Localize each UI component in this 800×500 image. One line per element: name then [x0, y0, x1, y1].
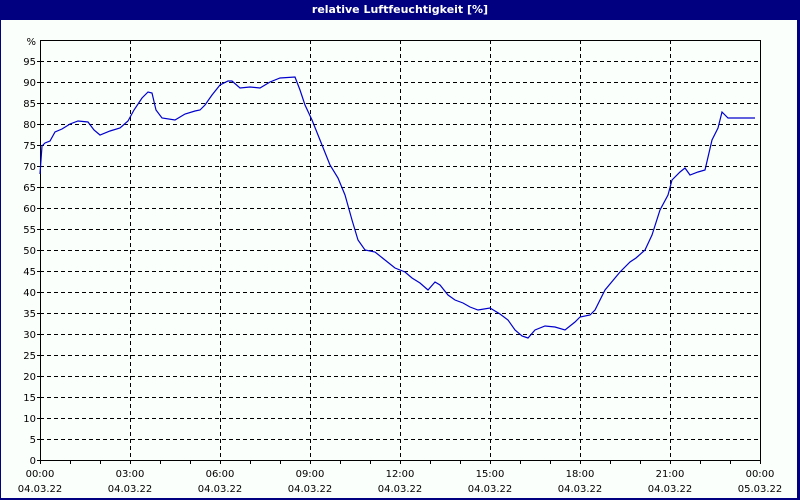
y-tick-label: 0	[30, 456, 36, 467]
y-axis: 0 5 10 15 20 25 30 35 40 45 50 55 60 65 70 75 80 85 90 95%	[23, 37, 40, 467]
y-tick-label: 15	[23, 393, 36, 404]
chart-title-bar: relative Luftfeuchtigkeit [%]	[0, 0, 800, 20]
x-tick-date: 04.03.22	[648, 484, 693, 495]
y-tick-label: 10	[23, 414, 36, 425]
x-tick-time: 15:00	[476, 469, 505, 480]
y-tick-label: 30	[23, 330, 36, 341]
y-tick-label: 65	[23, 183, 36, 194]
y-tick-label: %	[26, 37, 36, 48]
y-tick-label: 95	[23, 57, 36, 68]
x-tick-time: 03:00	[116, 469, 145, 480]
y-tick-label: 85	[23, 99, 36, 110]
x-tick-date: 04.03.22	[198, 484, 243, 495]
x-tick-date: 05.03.22	[738, 484, 783, 495]
y-tick-label: 45	[23, 267, 36, 278]
y-tick-label: 20	[23, 372, 36, 383]
y-tick-label: 75	[23, 141, 36, 152]
y-tick-label: 55	[23, 225, 36, 236]
x-tick-time: 00:00	[26, 469, 55, 480]
chart-title: relative Luftfeuchtigkeit [%]	[311, 3, 489, 16]
x-axis: 00:00 04.03.22 03:00 04.03.22 06:00 04.03.22 0…	[18, 460, 783, 495]
y-tick-label: 80	[23, 120, 36, 131]
y-tick-label: 35	[23, 309, 36, 320]
x-tick-time: 00:00	[746, 469, 775, 480]
x-tick-time: 21:00	[656, 469, 685, 480]
grid-lines	[40, 40, 760, 460]
x-tick-date: 04.03.22	[108, 484, 153, 495]
x-tick-time: 09:00	[296, 469, 325, 480]
y-tick-label: 70	[23, 162, 36, 173]
y-tick-label: 40	[23, 288, 36, 299]
x-tick-date: 04.03.22	[558, 484, 603, 495]
y-tick-label: 5	[30, 435, 36, 446]
x-tick-time: 12:00	[386, 469, 415, 480]
y-tick-label: 50	[23, 246, 36, 257]
y-tick-label: 25	[23, 351, 36, 362]
y-tick-label: 60	[23, 204, 36, 215]
x-tick-time: 18:00	[566, 469, 595, 480]
x-tick-time: 06:00	[206, 469, 235, 480]
humidity-series-line	[39, 76, 755, 339]
x-tick-date: 04.03.22	[468, 484, 513, 495]
x-tick-date: 04.03.22	[378, 484, 423, 495]
x-tick-date: 04.03.22	[288, 484, 333, 495]
y-tick-label: 90	[23, 78, 36, 89]
x-tick-date: 04.03.22	[18, 484, 63, 495]
